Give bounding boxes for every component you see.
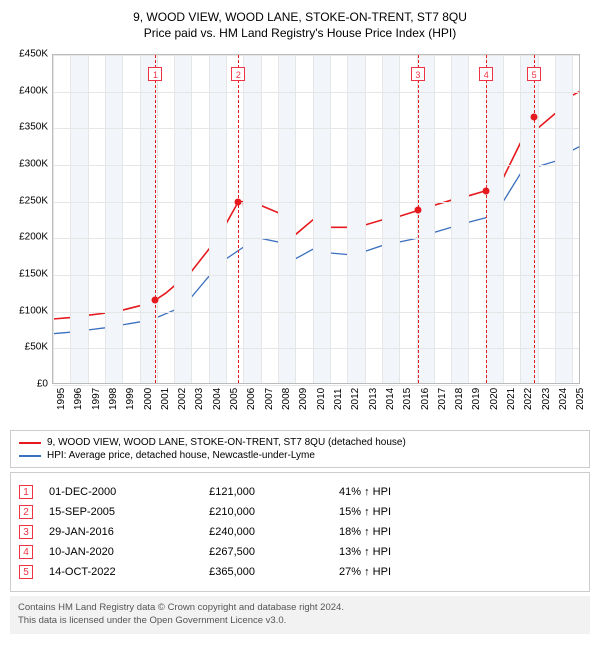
event-num: 3 [19, 525, 33, 539]
x-axis-label: 2014 [385, 388, 396, 410]
x-axis-label: 2018 [454, 388, 465, 410]
legend-swatch [19, 455, 41, 457]
event-row: 1 01-DEC-2000 £121,000 41% ↑ HPI [19, 485, 581, 499]
chart-container: £0 £50K £100K £150K £200K £250K £300K £350K £400… [10, 46, 590, 426]
event-num: 2 [19, 505, 33, 519]
x-axis-label: 2000 [143, 388, 154, 410]
y-axis-label: £150K [19, 269, 48, 280]
x-axis-label: 2025 [575, 388, 586, 410]
x-axis-label: 1998 [108, 388, 119, 410]
x-axis-label: 2021 [506, 388, 517, 410]
x-axis-label: 2020 [489, 388, 500, 410]
x-axis-label: 2002 [177, 388, 188, 410]
page-subtitle: Price paid vs. HM Land Registry's House … [10, 26, 590, 40]
event-num: 4 [19, 545, 33, 559]
footer: Contains HM Land Registry data © Crown c… [10, 596, 590, 634]
x-axis-label: 2005 [229, 388, 240, 410]
event-row: 5 14-OCT-2022 £365,000 27% ↑ HPI [19, 565, 581, 579]
event-date: 29-JAN-2016 [49, 526, 159, 538]
x-axis-label: 2007 [264, 388, 275, 410]
x-axis-label: 2022 [523, 388, 534, 410]
chart-dot-4 [483, 187, 490, 194]
event-num: 5 [19, 565, 33, 579]
chart-marker-1: 1 [148, 67, 162, 81]
event-date: 01-DEC-2000 [49, 486, 159, 498]
x-axis-label: 2013 [368, 388, 379, 410]
y-axis-label: £250K [19, 195, 48, 206]
chart-dot-5 [531, 114, 538, 121]
x-axis-label: 2016 [420, 388, 431, 410]
event-price: £121,000 [175, 486, 255, 498]
event-pct: 27% ↑ HPI [271, 566, 391, 578]
chart-dot-3 [414, 207, 421, 214]
event-date: 15-SEP-2005 [49, 506, 159, 518]
chart-marker-2: 2 [231, 67, 245, 81]
y-axis-label: £0 [37, 379, 48, 390]
event-row: 2 15-SEP-2005 £210,000 15% ↑ HPI [19, 505, 581, 519]
footer-line: This data is licensed under the Open Gov… [18, 615, 582, 628]
y-axis-label: £400K [19, 85, 48, 96]
chart-marker-3: 3 [411, 67, 425, 81]
x-axis-label: 2010 [316, 388, 327, 410]
legend-item: 9, WOOD VIEW, WOOD LANE, STOKE-ON-TRENT,… [19, 437, 581, 448]
legend-label: HPI: Average price, detached house, Newc… [47, 450, 315, 461]
x-axis-label: 2003 [194, 388, 205, 410]
y-axis-label: £100K [19, 305, 48, 316]
x-axis-label: 2015 [402, 388, 413, 410]
event-row: 3 29-JAN-2016 £240,000 18% ↑ HPI [19, 525, 581, 539]
event-price: £210,000 [175, 506, 255, 518]
x-axis-label: 2023 [541, 388, 552, 410]
event-pct: 15% ↑ HPI [271, 506, 391, 518]
event-price: £267,500 [175, 546, 255, 558]
y-axis-label: £50K [25, 342, 48, 353]
x-axis-label: 1999 [125, 388, 136, 410]
events-table: 1 01-DEC-2000 £121,000 41% ↑ HPI 2 15-SEP-200… [10, 472, 590, 592]
chart-marker-5: 5 [527, 67, 541, 81]
chart-plot-area: 1 2 3 4 5 [52, 54, 580, 384]
event-pct: 41% ↑ HPI [271, 486, 391, 498]
y-axis-label: £300K [19, 159, 48, 170]
x-axis-label: 2004 [212, 388, 223, 410]
x-axis-label: 2012 [350, 388, 361, 410]
x-axis-label: 2006 [246, 388, 257, 410]
y-axis-label: £350K [19, 122, 48, 133]
x-axis-label: 2017 [437, 388, 448, 410]
legend-label: 9, WOOD VIEW, WOOD LANE, STOKE-ON-TRENT,… [47, 437, 406, 448]
footer-line: Contains HM Land Registry data © Crown c… [18, 602, 582, 615]
chart-marker-4: 4 [479, 67, 493, 81]
x-axis-label: 2011 [333, 388, 344, 410]
event-row: 4 10-JAN-2020 £267,500 13% ↑ HPI [19, 545, 581, 559]
x-axis-label: 2001 [160, 388, 171, 410]
chart-dot-2 [235, 198, 242, 205]
event-date: 10-JAN-2020 [49, 546, 159, 558]
x-axis-label: 1996 [73, 388, 84, 410]
event-pct: 18% ↑ HPI [271, 526, 391, 538]
legend: 9, WOOD VIEW, WOOD LANE, STOKE-ON-TRENT,… [10, 430, 590, 468]
page-title: 9, WOOD VIEW, WOOD LANE, STOKE-ON-TRENT,… [10, 10, 590, 24]
event-pct: 13% ↑ HPI [271, 546, 391, 558]
x-axis-label: 1995 [56, 388, 67, 410]
event-num: 1 [19, 485, 33, 499]
y-axis-label: £450K [19, 49, 48, 60]
x-axis-label: 2009 [298, 388, 309, 410]
x-axis-label: 2024 [558, 388, 569, 410]
legend-item: HPI: Average price, detached house, Newc… [19, 450, 581, 461]
event-date: 14-OCT-2022 [49, 566, 159, 578]
y-axis-label: £200K [19, 232, 48, 243]
legend-swatch [19, 442, 41, 444]
x-axis-label: 2008 [281, 388, 292, 410]
event-price: £240,000 [175, 526, 255, 538]
chart-dot-1 [152, 296, 159, 303]
x-axis-label: 1997 [91, 388, 102, 410]
x-axis-label: 2019 [471, 388, 482, 410]
event-price: £365,000 [175, 566, 255, 578]
